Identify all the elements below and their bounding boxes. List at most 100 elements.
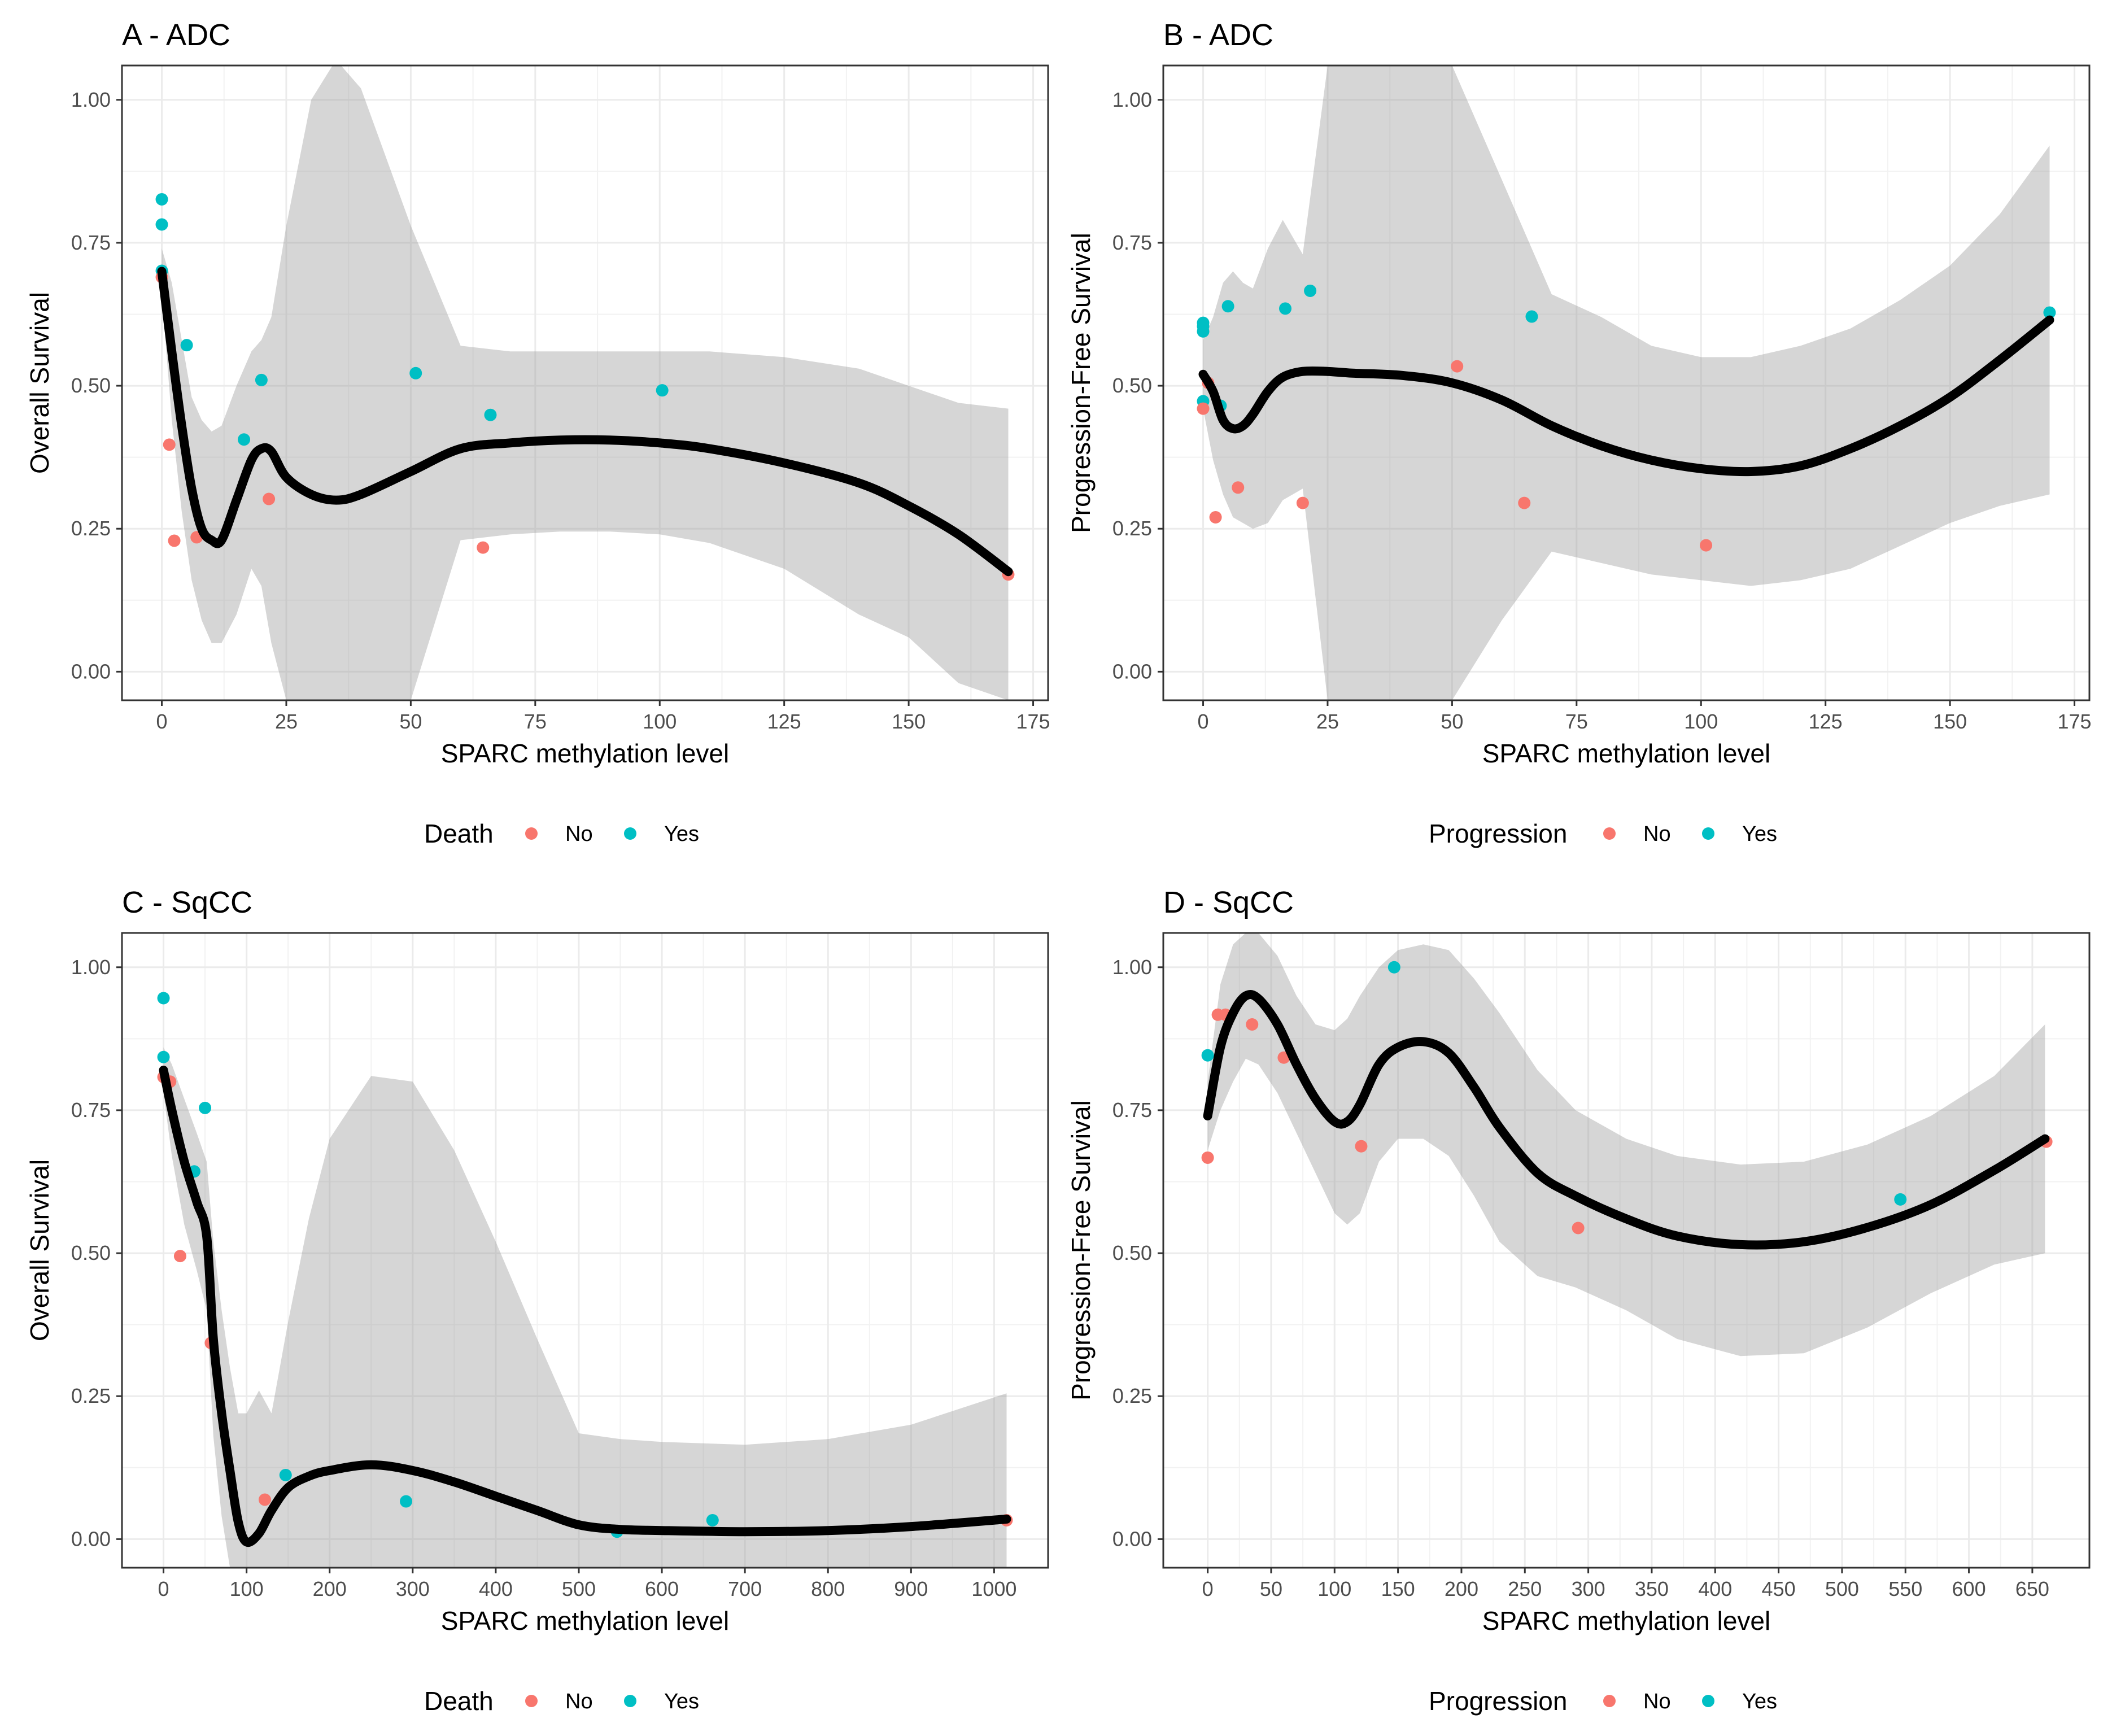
x-tick-label: 550 (1888, 1577, 1922, 1600)
y-tick-label: 0.00 (1112, 1527, 1152, 1550)
panel-b: 0 25 50 75 100 125 150 175 0.00 0.25 0.50 0.75 1.00 B… (1066, 18, 2092, 848)
legend-label-no: No (1643, 1690, 1671, 1713)
data-point-yes (484, 408, 497, 421)
x-tick-label: 500 (1825, 1577, 1859, 1600)
data-point-yes (409, 367, 422, 380)
y-tick-label: 0.75 (1112, 1098, 1152, 1122)
x-tick-label: 100 (643, 710, 677, 733)
y-tick-label: 0.00 (1112, 660, 1152, 683)
data-point-no (1518, 496, 1531, 509)
legend-label-no: No (565, 822, 593, 846)
x-tick-label: 300 (1572, 1577, 1605, 1600)
data-point-yes (238, 433, 251, 446)
x-tick-label: 175 (1016, 710, 1050, 733)
y-tick-label: 0.00 (71, 660, 111, 683)
legend: Death No Yes (424, 1686, 699, 1716)
x-axis-label: SPARC methylation level (441, 739, 729, 768)
data-point-no (1201, 1151, 1214, 1164)
legend-key-no (1603, 1695, 1616, 1707)
x-axis-label: SPARC methylation level (1482, 1606, 1770, 1635)
x-tick-label: 150 (1933, 710, 1967, 733)
x-tick-label: 350 (1635, 1577, 1669, 1600)
y-tick-label: 0.50 (71, 374, 111, 397)
legend: Progression No Yes (1429, 1686, 1777, 1716)
data-point-yes (279, 1468, 292, 1481)
x-tick-label: 175 (2058, 710, 2092, 733)
x-tick-label: 400 (479, 1577, 513, 1600)
data-point-yes (199, 1101, 212, 1114)
x-axis-label: SPARC methylation level (441, 1606, 729, 1635)
x-axis-label: SPARC methylation level (1482, 739, 1770, 768)
x-tick-label: 1000 (971, 1577, 1016, 1600)
y-tick-label: 0.75 (71, 1098, 111, 1122)
x-tick-label: 75 (1565, 710, 1588, 733)
x-tick-label: 400 (1698, 1577, 1732, 1600)
x-tick-label: 50 (1441, 710, 1463, 733)
x-tick-label: 100 (1684, 710, 1718, 733)
x-tick-label: 0 (158, 1577, 169, 1600)
data-point-yes (2043, 306, 2056, 319)
legend-key-yes (1702, 1695, 1714, 1707)
data-point-yes (1197, 325, 1210, 338)
data-point-yes (180, 339, 193, 352)
x-tick-label: 50 (399, 710, 422, 733)
x-tick-label: 300 (396, 1577, 430, 1600)
panel-a: 0 25 50 75 100 125 150 175 0.00 0.25 0.50 0.75 1.00 A… (25, 18, 1050, 848)
y-tick-label: 1.00 (1112, 88, 1152, 111)
panel-title: D - SqCC (1163, 886, 1294, 919)
data-point-yes (155, 193, 168, 206)
x-tick-label: 125 (1809, 710, 1843, 733)
x-tick-label: 0 (156, 710, 168, 733)
plot-border (121, 932, 1049, 1569)
smooth-line (157, 267, 1013, 577)
data-point-no (1451, 360, 1464, 373)
x-tick-label: 25 (275, 710, 298, 733)
y-tick-label: 1.00 (1112, 956, 1152, 979)
data-point-yes (1387, 961, 1400, 974)
legend-title: Progression (1429, 819, 1567, 848)
data-point-yes (656, 384, 669, 397)
x-tick-label: 100 (1317, 1577, 1351, 1600)
y-tick-label: 0.75 (1112, 231, 1152, 254)
y-axis-label: Progression-Free Survival (1066, 233, 1096, 533)
x-tick-label: 150 (1381, 1577, 1415, 1600)
data-point-no (477, 541, 490, 554)
y-tick-label: 0.25 (1112, 517, 1152, 540)
panel-title: C - SqCC (122, 886, 252, 919)
x-tick-label: 600 (645, 1577, 679, 1600)
smooth-line (159, 1066, 1011, 1547)
smooth-line (1198, 315, 2054, 477)
y-tick-label: 0.75 (71, 231, 111, 254)
data-point-yes (157, 992, 170, 1005)
data-point-yes (157, 1050, 170, 1063)
data-point-no (1355, 1140, 1368, 1153)
x-tick-label: 200 (313, 1577, 347, 1600)
y-tick-label: 0.50 (1112, 374, 1152, 397)
y-tick-label: 0.25 (71, 1384, 111, 1407)
x-tick-label: 0 (1202, 1577, 1214, 1600)
legend: Death No Yes (424, 819, 699, 848)
plot-border (121, 64, 1049, 701)
data-point-yes (400, 1495, 413, 1508)
data-point-yes (706, 1513, 719, 1526)
y-tick-label: 0.50 (1112, 1241, 1152, 1264)
data-point-yes (155, 218, 168, 231)
data-point-yes (1201, 1049, 1214, 1062)
x-tick-label: 75 (524, 710, 547, 733)
x-tick-label: 600 (1952, 1577, 1986, 1600)
y-tick-label: 0.00 (71, 1527, 111, 1550)
data-point-yes (1279, 302, 1292, 315)
legend-label-yes: Yes (1742, 1690, 1777, 1713)
data-point-yes (1221, 300, 1234, 313)
legend-title: Death (424, 819, 494, 848)
legend-key-yes (1702, 827, 1714, 840)
legend-label-no: No (565, 1690, 593, 1713)
legend: Progression No Yes (1429, 819, 1777, 848)
legend-title: Progression (1429, 1686, 1567, 1716)
data-point-no (258, 1493, 271, 1506)
legend-key-no (525, 1695, 538, 1707)
confidence-band (1203, 66, 2050, 700)
data-point-yes (1894, 1193, 1907, 1206)
x-tick-label: 650 (2015, 1577, 2049, 1600)
